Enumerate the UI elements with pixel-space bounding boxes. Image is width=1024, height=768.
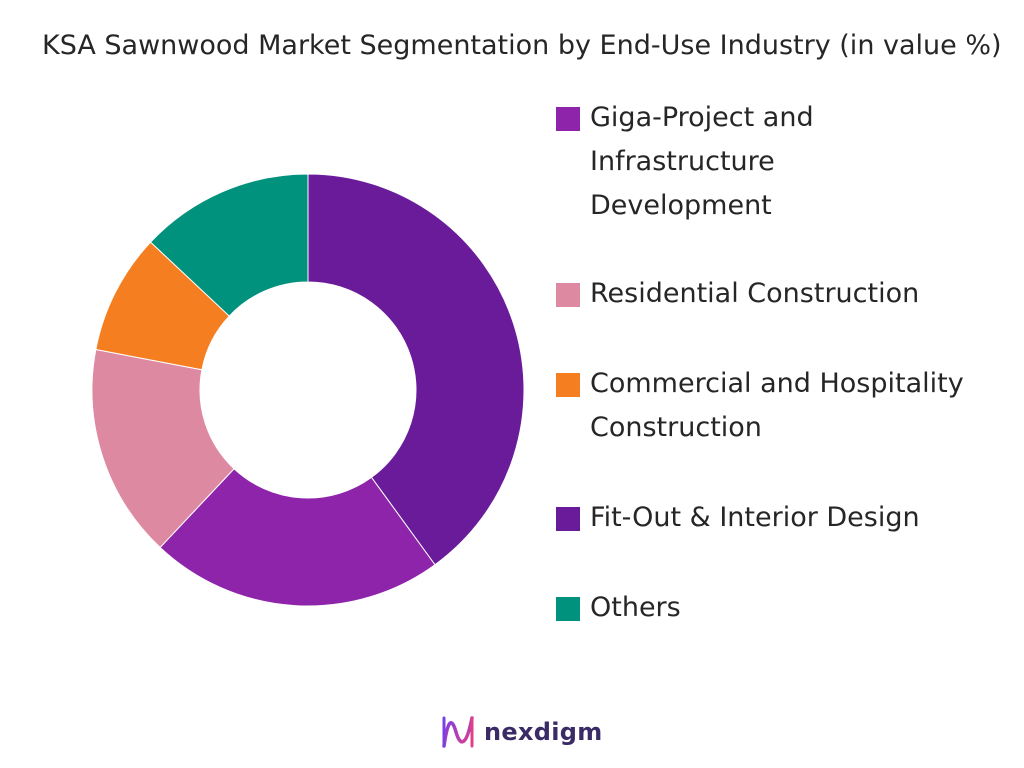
legend-item-fit-out: Fit-Out & Interior Design [556, 496, 1010, 540]
legend-label: Others [590, 592, 681, 623]
legend-label: Commercial and Hospitality Construction [590, 368, 964, 443]
legend-swatch [556, 373, 580, 397]
donut-slice-others [149, 173, 309, 317]
legend-swatch [556, 507, 580, 531]
donut-slice-fit-out-interior-design [307, 173, 525, 566]
legend-label: Fit-Out & Interior Design [590, 502, 920, 533]
donut-slice-giga-project-and-infrastructure-development [159, 468, 436, 607]
legend-item-others: Others [556, 586, 890, 630]
legend-item-giga-project: Giga-Project and Infrastructure Developm… [556, 96, 890, 228]
legend-swatch [556, 283, 580, 307]
brand-logo: nexdigm [440, 712, 603, 752]
chart-title: KSA Sawnwood Market Segmentation by End-… [42, 30, 1002, 61]
donut-slice-residential-construction [91, 348, 235, 549]
brand-text: nexdigm [484, 718, 603, 746]
legend-item-commercial: Commercial and Hospitality Construction [556, 362, 1000, 450]
legend-swatch [556, 107, 580, 131]
legend-swatch [556, 597, 580, 621]
legend-label: Residential Construction [590, 278, 920, 309]
legend-label: Giga-Project and Infrastructure Developm… [590, 102, 814, 221]
legend-item-residential: Residential Construction [556, 272, 1010, 316]
nexdigm-wave-logo-icon [442, 716, 474, 748]
